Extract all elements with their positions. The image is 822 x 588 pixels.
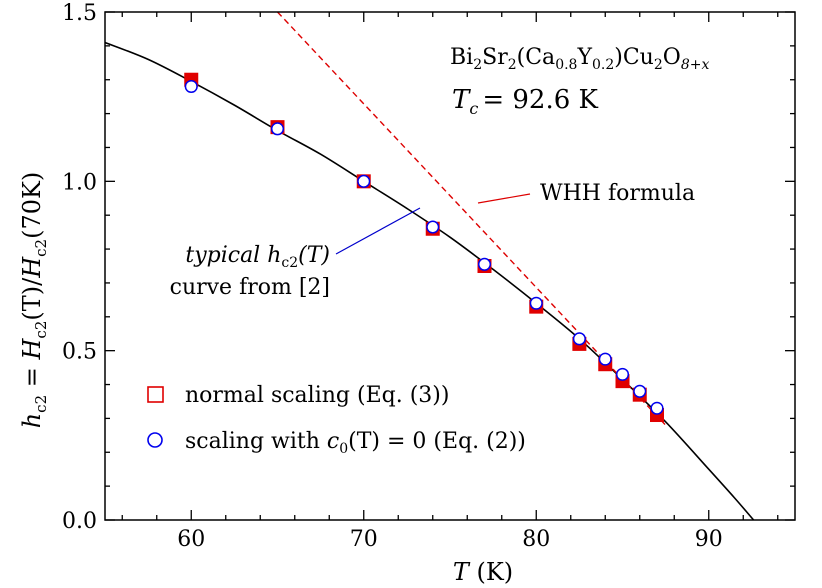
circle-point <box>426 220 440 234</box>
x-axis-label: T (K) <box>453 558 513 586</box>
whh-pointer-line <box>477 193 531 204</box>
circle-point <box>633 384 647 398</box>
x-tick-label: 60 <box>177 527 205 552</box>
circle-point <box>270 122 285 136</box>
circle-point <box>357 174 371 188</box>
tc-label: Tc = 92.6 K <box>452 85 599 118</box>
y-tick-label: 0.5 <box>62 340 97 365</box>
circle-point <box>615 367 630 381</box>
typical-pointer-line <box>335 207 421 255</box>
x-tick-label: 70 <box>350 527 378 552</box>
ticks-layer: 60 70 80 90 0.0 0.5 1.0 1.5 <box>62 1 795 552</box>
circle-point <box>184 79 198 94</box>
circle-point <box>598 352 612 366</box>
y-tick-label: 1.5 <box>62 1 97 26</box>
typical-label-line2: curve from [2] <box>170 275 330 300</box>
plot-border <box>104 11 796 521</box>
y-tick-label: 0.0 <box>62 509 97 534</box>
circle-point <box>477 257 492 271</box>
compound-formula: Bi2Sr2(Ca0.8Y0.2)Cu2O8+x <box>450 45 709 73</box>
plot-frame <box>104 11 796 521</box>
data-points-layer <box>184 72 664 423</box>
legend: normal scaling (Eq. (3)) scaling with c0… <box>147 383 526 457</box>
x-tick-label: 90 <box>695 527 723 552</box>
legend-square-label: normal scaling (Eq. (3)) <box>185 383 449 408</box>
x-tick-label: 80 <box>522 527 550 552</box>
legend-circle-marker <box>147 432 163 448</box>
typical-label-line1: typical hc2(T) <box>185 243 330 271</box>
circle-point <box>572 332 586 346</box>
typical-hc2-curve <box>105 41 755 520</box>
circle-point <box>529 296 543 310</box>
whh-label: WHH formula <box>540 181 695 206</box>
y-tick-label: 1.0 <box>62 170 97 195</box>
circle-point <box>650 401 664 415</box>
y-axis-label: hc2 = Hc2(T)/Hc2(70K) <box>18 172 50 429</box>
legend-circle-label: scaling with c0(T) = 0 (Eq. (2)) <box>185 429 526 457</box>
legend-square-marker <box>147 386 164 403</box>
